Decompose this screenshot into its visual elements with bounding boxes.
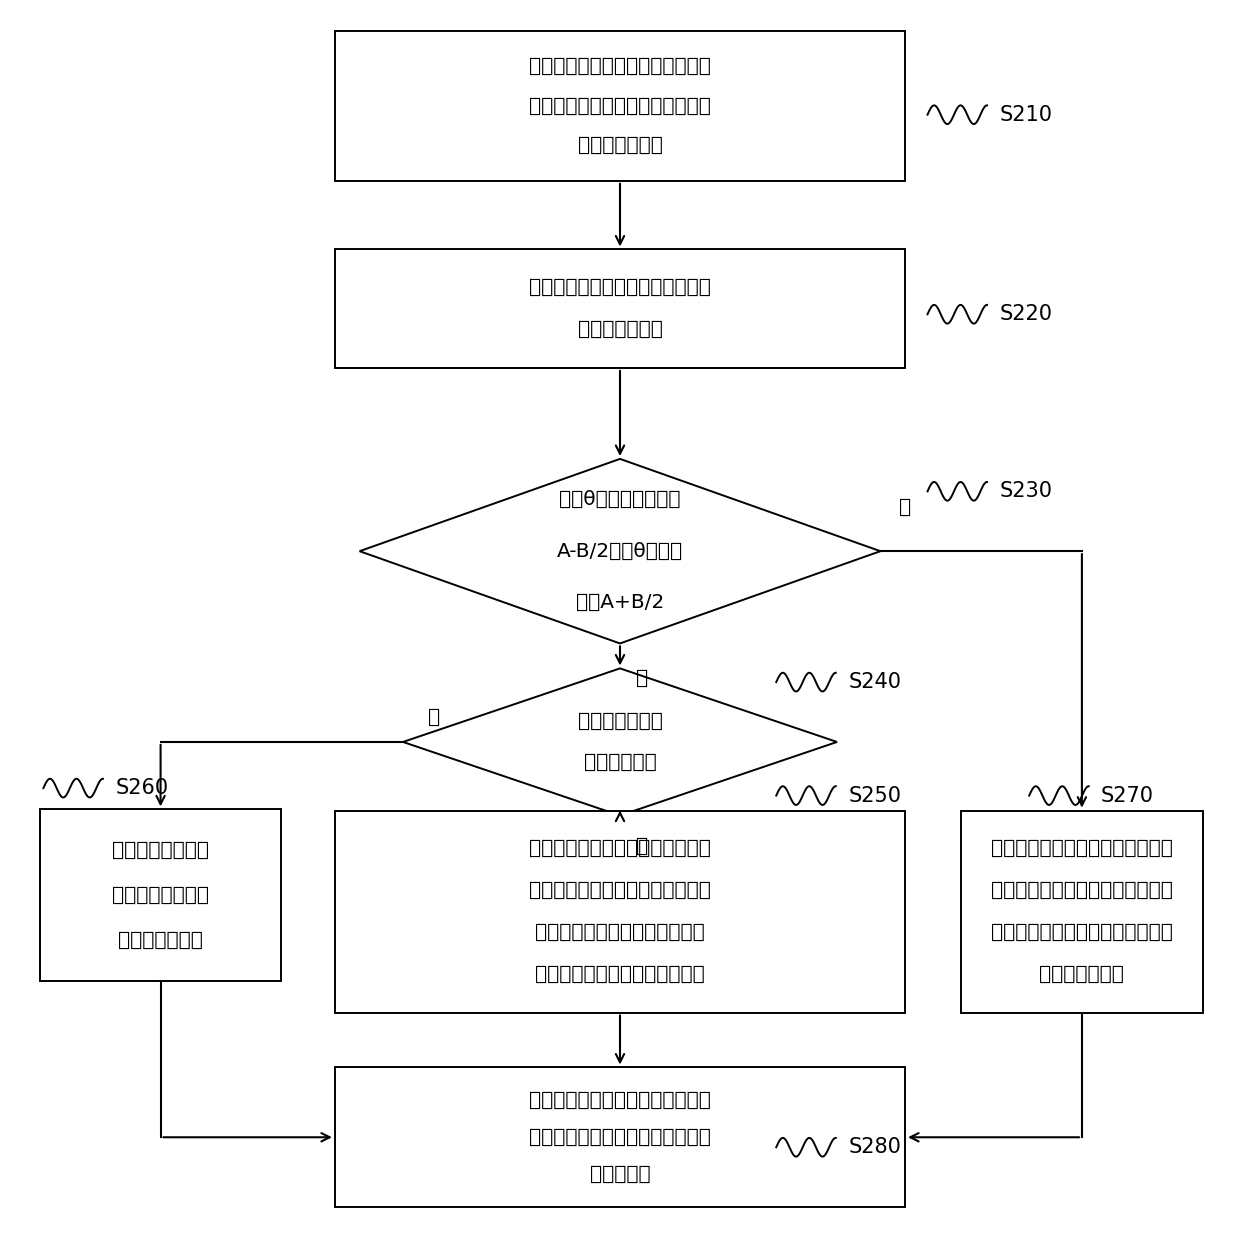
Text: 将当前时刻的滤波: 将当前时刻的滤波 [112, 840, 210, 859]
Polygon shape [403, 668, 837, 816]
Text: 信号和参考信号: 信号和参考信号 [578, 320, 662, 339]
Text: 阶段和静音阶段: 阶段和静音阶段 [578, 136, 662, 155]
Text: 获取声源方向和当前时刻所处的音: 获取声源方向和当前时刻所处的音 [529, 57, 711, 76]
FancyBboxPatch shape [335, 31, 905, 181]
Text: 将当前时刻的所述滤波权系数、所: 将当前时刻的所述滤波权系数、所 [529, 839, 711, 858]
Text: 刻的滤波权系数: 刻的滤波权系数 [118, 932, 203, 950]
Text: S230: S230 [999, 481, 1053, 501]
Text: 将当前时刻的所述滤波权系数、所: 将当前时刻的所述滤波权系数、所 [991, 839, 1173, 858]
Text: S240: S240 [848, 672, 901, 692]
Text: 否: 否 [899, 498, 911, 518]
Text: S210: S210 [999, 105, 1053, 125]
Text: 否: 否 [428, 707, 440, 727]
Text: 中，得到下一时刻的滤波权系数: 中，得到下一时刻的滤波权系数 [536, 965, 704, 984]
FancyBboxPatch shape [40, 809, 281, 981]
Text: 确定当前时刻的滤波权系数、期望: 确定当前时刻的滤波权系数、期望 [529, 278, 711, 297]
Text: 是: 是 [636, 668, 649, 688]
Text: S280: S280 [848, 1137, 901, 1157]
Text: S260: S260 [115, 778, 169, 798]
Text: 否是静音阶段: 否是静音阶段 [584, 753, 656, 772]
Text: 是: 是 [636, 837, 649, 857]
Text: 权系数作为下一时: 权系数作为下一时 [112, 885, 210, 905]
Text: 时刻的音频信号进行滤波处理，获: 时刻的音频信号进行滤波处理，获 [529, 1127, 711, 1147]
Text: A-B/2，且θ小于或: A-B/2，且θ小于或 [557, 541, 683, 561]
Text: 判断θ是否大于或等于: 判断θ是否大于或等于 [559, 490, 681, 509]
Text: S250: S250 [848, 786, 901, 806]
Text: 等于A+B/2: 等于A+B/2 [575, 594, 665, 612]
FancyBboxPatch shape [961, 811, 1203, 1013]
Polygon shape [360, 459, 880, 643]
Text: 取输出信号: 取输出信号 [590, 1165, 650, 1183]
Text: S270: S270 [1101, 786, 1154, 806]
Text: 频阶段；其中，音频阶段包括语音: 频阶段；其中，音频阶段包括语音 [529, 96, 711, 116]
FancyBboxPatch shape [335, 1067, 905, 1207]
Text: 传统自适应滤波算法中，得到下一: 传统自适应滤波算法中，得到下一 [991, 923, 1173, 941]
Text: 代价函数正则化自适应滤波算法: 代价函数正则化自适应滤波算法 [536, 923, 704, 941]
FancyBboxPatch shape [335, 811, 905, 1013]
FancyBboxPatch shape [335, 249, 905, 368]
Text: 述期望信号和所述参考信号输入到: 述期望信号和所述参考信号输入到 [991, 882, 1173, 900]
Text: 时刻的滤波权系: 时刻的滤波权系 [1039, 965, 1125, 984]
Text: 判断当前时刻是: 判断当前时刻是 [578, 712, 662, 731]
Text: S220: S220 [999, 304, 1053, 324]
Text: 基于下一时刻的滤波权系数对下一: 基于下一时刻的滤波权系数对下一 [529, 1091, 711, 1110]
Text: 述期望信号和所述参考信号输入到: 述期望信号和所述参考信号输入到 [529, 882, 711, 900]
